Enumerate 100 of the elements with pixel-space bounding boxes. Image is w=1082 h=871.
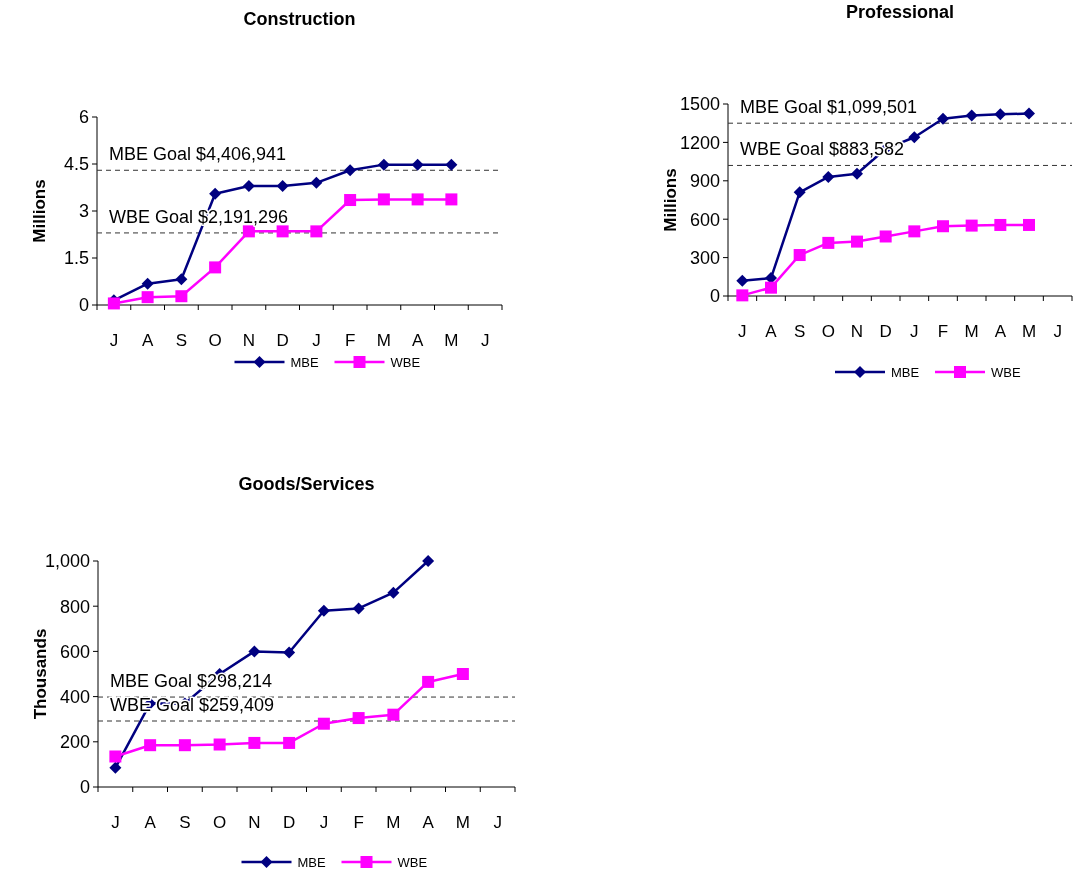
point: [317, 717, 330, 730]
y-tick-label: 0: [709, 286, 720, 307]
point: [377, 193, 390, 206]
legend-label: WBE: [397, 854, 428, 870]
point: [793, 249, 806, 262]
x-tick-label: N: [242, 330, 256, 350]
point: [109, 750, 122, 763]
point: [411, 158, 424, 171]
chart-title: Goods/Services: [238, 474, 375, 494]
legend-label: WBE: [390, 354, 421, 370]
y-tick-label: 600: [59, 641, 90, 662]
x-tick-label: M: [376, 330, 391, 350]
chart-title: Construction: [243, 9, 356, 29]
point: [141, 277, 154, 290]
x-tick-label: F: [353, 812, 364, 832]
point: [851, 167, 863, 180]
point: [109, 761, 122, 774]
point: [851, 235, 863, 248]
y-tick-label: 4.5: [63, 154, 89, 175]
point: [445, 193, 458, 206]
x-tick-label: S: [179, 812, 191, 832]
point: [937, 112, 949, 125]
point: [879, 230, 892, 243]
x-tick-label: N: [850, 321, 864, 341]
x-tick-label: S: [175, 330, 188, 350]
x-tick-label: J: [312, 330, 321, 350]
point: [822, 236, 835, 249]
legend-label: WBE: [991, 364, 1021, 380]
point: [248, 645, 261, 658]
point: [1023, 107, 1035, 120]
y-tick-label: 0: [78, 295, 89, 316]
point: [822, 170, 835, 183]
y-tick-label: 600: [689, 209, 720, 230]
x-tick-label: N: [248, 812, 261, 832]
point: [456, 668, 469, 680]
x-tick-label: J: [319, 812, 329, 832]
point: [965, 109, 978, 122]
x-tick-label: M: [1021, 321, 1037, 341]
point: [276, 179, 289, 192]
x-tick-label: D: [282, 812, 296, 832]
point: [276, 225, 289, 238]
point: [213, 738, 226, 751]
ref-line-label: MBE Goal $4,406,941: [109, 144, 287, 165]
y-tick-label: 1.5: [63, 248, 89, 269]
point: [242, 179, 255, 192]
ref-line-label: MBE Goal $1,099,501: [740, 97, 918, 118]
y-tick-label: 1,000: [44, 551, 90, 572]
point: [310, 225, 323, 238]
x-tick-label: J: [111, 812, 120, 832]
point: [178, 739, 191, 752]
point: [248, 736, 261, 749]
x-tick-label: F: [344, 330, 356, 350]
x-tick-label: J: [493, 812, 502, 832]
y-tick-label: 900: [689, 171, 720, 192]
x-tick-label: A: [422, 812, 435, 832]
y-tick-label: 300: [689, 247, 720, 268]
point: [736, 274, 749, 287]
x-tick-label: J: [1053, 321, 1062, 341]
x-tick-label: J: [480, 330, 490, 350]
point: [352, 712, 365, 725]
legend-label: MBE: [297, 854, 326, 870]
point: [144, 739, 157, 752]
y-tick-label: 6: [78, 107, 89, 128]
x-tick-label: S: [793, 321, 806, 341]
point: [310, 176, 323, 189]
point: [344, 194, 357, 207]
x-tick-label: D: [276, 330, 289, 350]
point: [344, 164, 357, 177]
point: [283, 646, 296, 659]
point: [908, 131, 921, 144]
point: [352, 602, 365, 615]
y-tick-label: 0: [79, 777, 90, 798]
point: [994, 108, 1007, 121]
y-tick-label: 1200: [679, 132, 720, 153]
x-tick-label: M: [455, 812, 470, 832]
x-tick-label: O: [208, 330, 222, 350]
x-tick-label: J: [738, 321, 747, 341]
point: [422, 675, 435, 688]
point: [317, 604, 330, 617]
x-tick-label: M: [386, 812, 401, 832]
legend-label: MBE: [290, 354, 319, 370]
point: [445, 158, 458, 171]
x-tick-label: A: [994, 321, 1007, 341]
point: [209, 261, 222, 274]
point: [141, 291, 154, 304]
point: [965, 219, 978, 232]
x-tick-label: O: [213, 812, 227, 832]
y-tick-label: 400: [59, 686, 90, 707]
point: [736, 289, 749, 302]
y-tick-label: 200: [59, 732, 90, 753]
point: [175, 273, 188, 286]
point: [1023, 218, 1035, 231]
point: [377, 158, 390, 171]
x-tick-label: M: [444, 330, 459, 350]
x-tick-label: F: [937, 321, 949, 341]
y-tick-label: 1500: [679, 94, 720, 115]
x-tick-label: M: [964, 321, 979, 341]
x-tick-label: A: [141, 330, 154, 350]
x-tick-label: O: [821, 321, 835, 341]
point: [209, 187, 222, 200]
